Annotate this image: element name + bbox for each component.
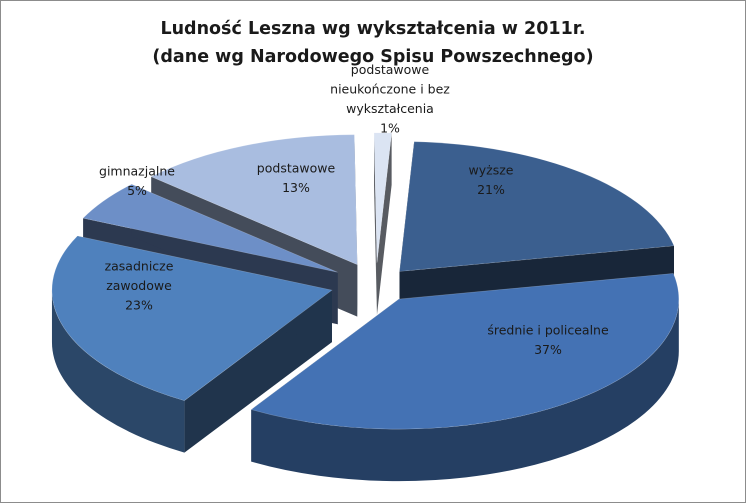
slice-label: zasadnicze zawodowe 23% xyxy=(105,259,174,313)
slice-value-label: 21% xyxy=(477,182,505,197)
slice-name-label: zasadnicze xyxy=(105,259,174,274)
slice-value-label: 23% xyxy=(125,298,153,313)
slice-name-label: gimnazjalne xyxy=(99,163,175,178)
chart-subtitle-line: (dane wg Narodowego Spisu Powszechnego) xyxy=(152,47,594,67)
slice-label: gimnazjalne 5% xyxy=(99,163,175,198)
slice-podstawowe xyxy=(373,132,392,263)
slice-side xyxy=(251,299,679,482)
slice-name-label: nieukończone i bez xyxy=(330,81,450,96)
slice-podstawowe xyxy=(150,134,358,266)
slice-gimnazjalne xyxy=(82,183,338,273)
slice-value-label: 37% xyxy=(534,342,562,357)
slice-name-label: wyższe xyxy=(469,162,514,177)
pie-tops xyxy=(51,132,680,430)
slice-średnie xyxy=(250,273,680,430)
slice-wall xyxy=(376,133,392,315)
slice-value-label: 5% xyxy=(127,183,147,198)
slice-label: podstawowe nieukończone i bez wykształceni… xyxy=(330,62,450,136)
slice-value-label: 1% xyxy=(380,120,400,135)
pie-labels: wyższe 21% średnie i policealne 37% zasadnic… xyxy=(99,62,609,357)
slice-name-label: średnie i policealne xyxy=(487,322,609,337)
slice-name-label: podstawowe xyxy=(351,62,430,77)
slice-wyższe xyxy=(399,141,675,272)
slice-side xyxy=(51,290,185,453)
slice-zasadnicze xyxy=(51,235,333,401)
slice-label: średnie i policealne 37% xyxy=(487,322,609,357)
slice-name-label: zawodowe xyxy=(106,278,172,293)
slice-wall xyxy=(374,132,377,315)
chart-title: Ludność Leszna wg wykształcenia w 2011r.… xyxy=(1,15,745,71)
slice-value-label: 13% xyxy=(282,180,310,195)
slice-name-label: wykształcenia xyxy=(346,101,434,116)
slice-label: wyższe 21% xyxy=(469,162,514,197)
slice-label: podstawowe 13% xyxy=(257,160,336,195)
chart-title-line: Ludność Leszna wg wykształcenia w 2011r. xyxy=(160,19,586,39)
slice-name-label: podstawowe xyxy=(257,160,336,175)
